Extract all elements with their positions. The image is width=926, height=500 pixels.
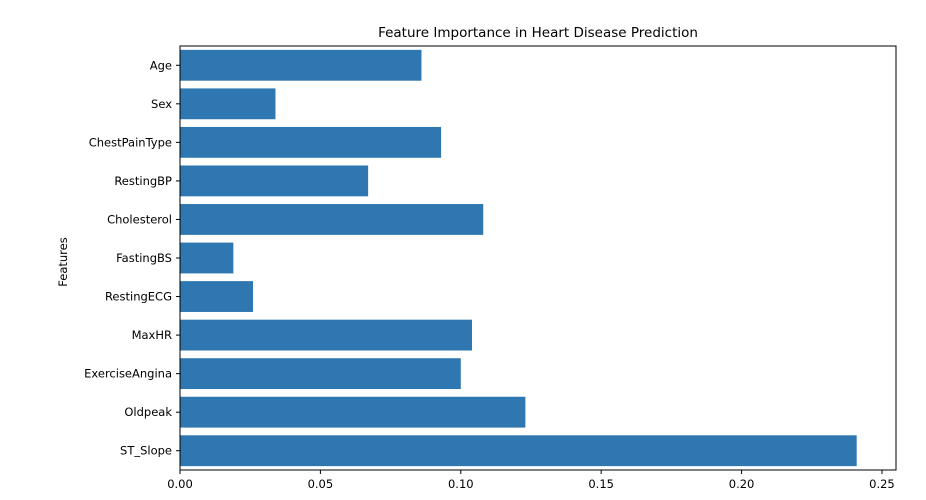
bar-st-slope	[180, 435, 857, 467]
x-tick-label: 0.25	[869, 477, 895, 491]
y-tick-label-cholesterol: Cholesterol	[107, 212, 172, 226]
y-axis-label: Features	[56, 237, 70, 286]
y-tick-label-st-slope: ST_Slope	[120, 444, 172, 458]
x-tick-label: 0.10	[448, 477, 474, 491]
bar-age	[180, 49, 422, 81]
bar-maxhr	[180, 319, 473, 351]
y-tick-label-chestpaintype: ChestPainType	[89, 135, 172, 149]
x-tick-label: 0.15	[588, 477, 614, 491]
y-ticks-layer: Age Sex ChestPainType RestingBP Cholesterol F…	[84, 58, 180, 458]
bar-restingbp	[180, 165, 369, 197]
bar-oldpeak	[180, 396, 526, 428]
bar-restingecg	[180, 281, 254, 312]
chart-title: Feature Importance in Heart Disease Pred…	[378, 25, 698, 41]
x-tick-label: 0.05	[308, 477, 334, 491]
bar-cholesterol	[180, 204, 484, 235]
x-ticks-layer: 0.00 0.05 0.10 0.15 0.20 0.25	[167, 470, 895, 491]
y-tick-label-oldpeak: Oldpeak	[124, 405, 172, 419]
bar-exerciseangina	[180, 358, 461, 390]
bars-layer	[180, 49, 857, 467]
y-tick-label-age: Age	[150, 58, 172, 72]
bar-sex	[180, 88, 276, 120]
y-tick-label-maxhr: MaxHR	[132, 328, 172, 342]
plot-frame	[179, 45, 897, 471]
bar-chestpaintype	[180, 126, 442, 158]
y-tick-label-exerciseangina: ExerciseAngina	[84, 367, 172, 381]
bar-fastingbs	[180, 242, 234, 274]
x-tick-label: 0.20	[729, 477, 755, 491]
y-tick-label-sex: Sex	[151, 97, 172, 111]
y-tick-label-fastingbs: FastingBS	[116, 251, 172, 265]
y-tick-label-restingbp: RestingBP	[114, 174, 172, 188]
x-tick-label: 0.00	[167, 477, 193, 491]
y-tick-label-restingecg: RestingECG	[105, 290, 172, 304]
